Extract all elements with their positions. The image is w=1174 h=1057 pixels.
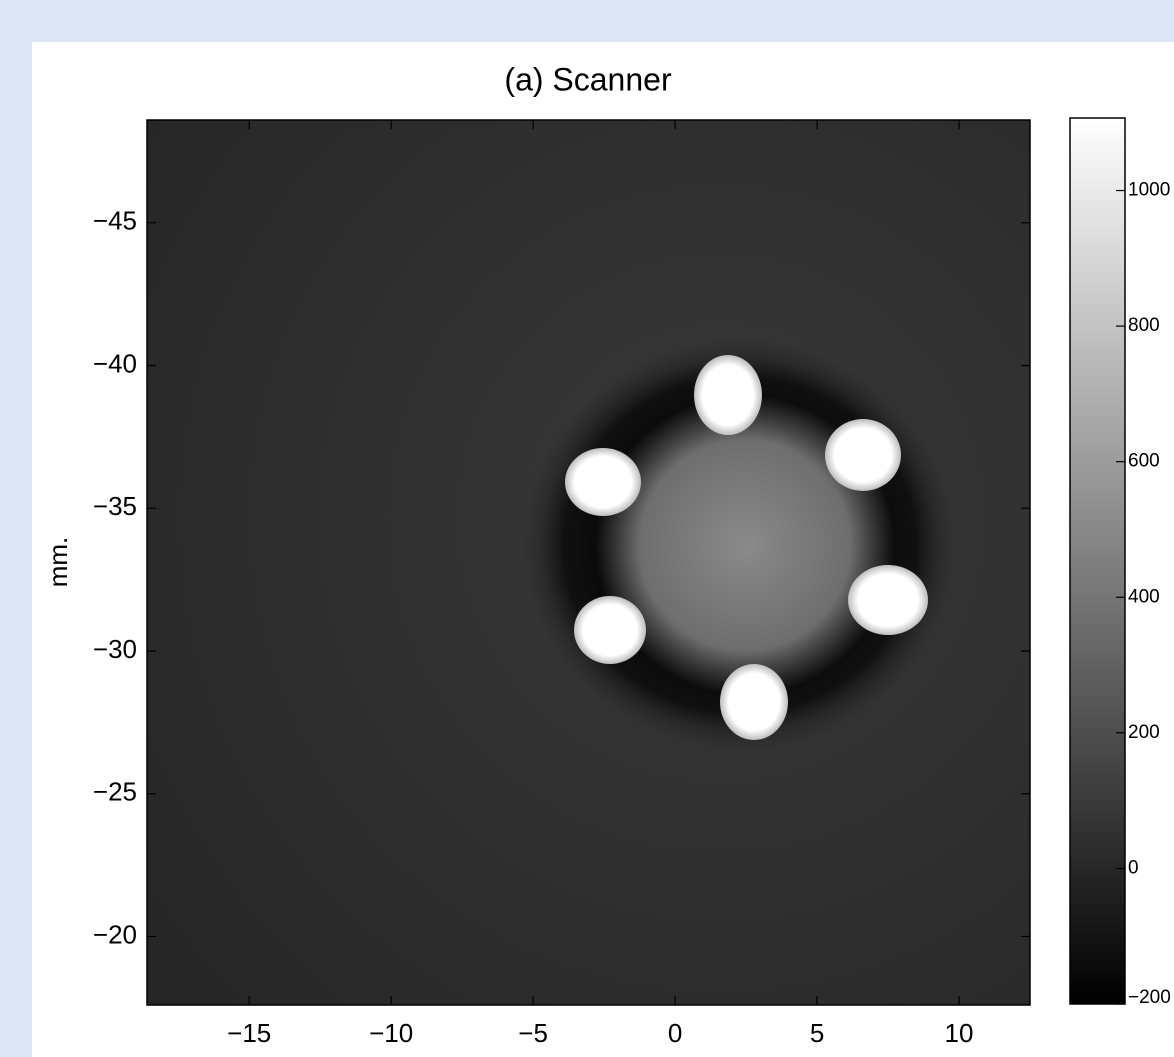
- x-tick-label: −15: [227, 1018, 271, 1048]
- x-tick-label: −5: [518, 1018, 548, 1048]
- y-tick-label: −35: [93, 491, 137, 521]
- colorbar-tick-label: 600: [1128, 451, 1160, 472]
- y-tick-label: −25: [93, 777, 137, 807]
- colorbar: [1070, 118, 1125, 1004]
- colorbar-tick-label: 200: [1128, 722, 1160, 743]
- colorbar-tick-label: −200: [1128, 987, 1171, 1008]
- y-tick-label: −45: [93, 206, 137, 236]
- x-tick-label: 5: [810, 1018, 824, 1048]
- y-tick-label: −20: [93, 919, 137, 949]
- chart-title: (a) Scanner: [504, 61, 672, 97]
- colorbar-tick-label: 0: [1128, 857, 1139, 878]
- x-tick-label: −10: [369, 1018, 413, 1048]
- colorbar-tick-label: 400: [1128, 586, 1160, 607]
- x-tick-label: 10: [945, 1018, 974, 1048]
- image: [147, 120, 1030, 1005]
- page: (a) Scanner mm. −15 −10 −5 0 5 10 −45 −40 −35 −30…: [0, 0, 1174, 1057]
- y-tick-label: −30: [93, 634, 137, 664]
- colorbar-tick-label: 800: [1128, 315, 1160, 336]
- x-tick-label: 0: [668, 1018, 682, 1048]
- figure: (a) Scanner mm. −15 −10 −5 0 5 10 −45 −40 −35 −30…: [0, 0, 1174, 1057]
- colorbar-tick-label: 1000: [1128, 180, 1170, 201]
- y-tick-label: −40: [93, 348, 137, 378]
- y-axis-label: mm.: [43, 537, 73, 588]
